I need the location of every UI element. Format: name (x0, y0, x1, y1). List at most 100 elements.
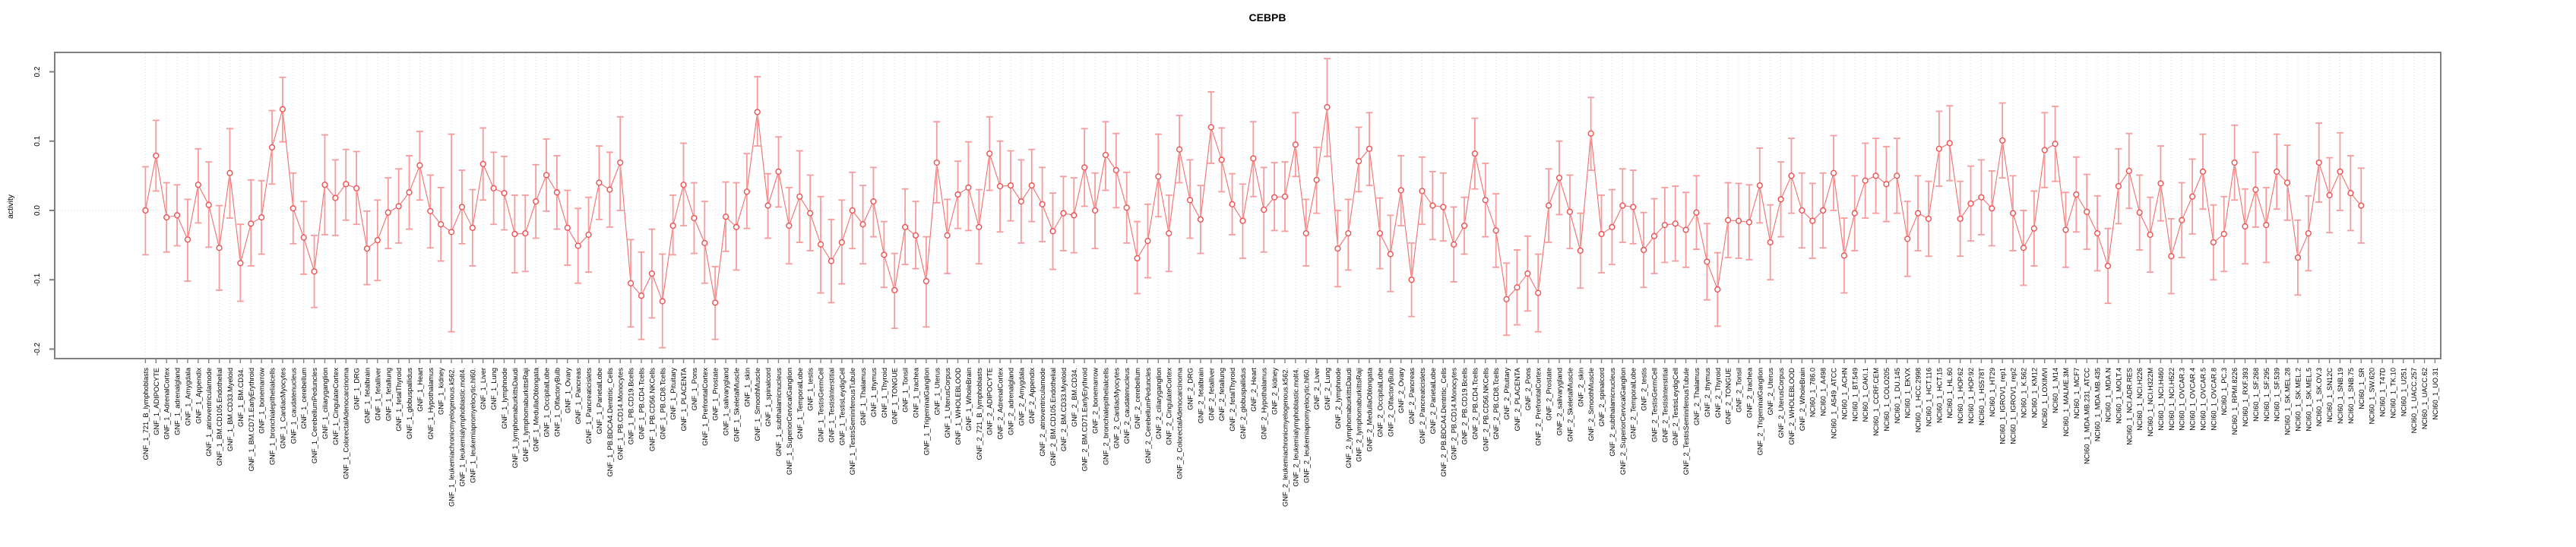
category-label: GNF_1_WholeBrain (965, 368, 973, 431)
data-point (1049, 228, 1056, 235)
data-point (1989, 205, 1995, 212)
axis-layer: 0.2 0.1 0.0 -0.1 -0.2 GNF_1_721_B_lymphoblast… (33, 66, 2439, 507)
data-point (385, 209, 391, 216)
category-label: GNF_1_TrigeminalGanglion (922, 368, 930, 455)
data-point (1555, 175, 1563, 182)
data-point (680, 182, 687, 188)
category-label: GNF_1_AdrenalCortex (163, 368, 171, 440)
y-tick-label: 0.0 (33, 205, 42, 216)
category-label: NCI60_1_HL.60 (1946, 368, 1954, 419)
series-segment (1126, 207, 1138, 259)
data-point (479, 160, 486, 167)
series-segment (1031, 185, 1043, 205)
series-segment (1252, 158, 1264, 210)
data-point (2358, 202, 2365, 209)
data-point (1894, 172, 1900, 179)
category-label: GNF_1_leukemialymphoblastic.molt4. (458, 368, 466, 487)
category-label: GNF_1_Amygdala (184, 367, 191, 425)
series-segment (2244, 189, 2256, 227)
data-point (944, 232, 951, 239)
data-point (2305, 230, 2312, 237)
data-point (743, 188, 750, 195)
series-segment (641, 273, 653, 296)
category-label: GNF_2_Thyroid (1714, 368, 1722, 418)
data-point (321, 182, 328, 188)
plot-frame-layer (54, 52, 2442, 359)
category-label: GNF_2_Appendix (1028, 368, 1036, 424)
data-point (2136, 209, 2143, 216)
category-label: GNF_2_fetalbrain (1197, 368, 1204, 423)
series-segment (187, 185, 199, 240)
series-segment (2308, 162, 2320, 234)
data-point (733, 223, 740, 231)
data-point (1356, 158, 1362, 165)
data-point (1334, 245, 1341, 252)
data-point (691, 214, 698, 222)
category-label: GNF_1_PB.CD19.Bcells (628, 368, 635, 445)
data-point (2274, 168, 2280, 175)
data-point (1134, 255, 1141, 262)
series-segment (1537, 205, 1549, 293)
series-segment (524, 201, 536, 234)
data-point (1492, 227, 1499, 234)
data-point (2115, 182, 2122, 190)
series-segment (809, 213, 821, 245)
category-label: GNF_1_CerebellumPeduncles (311, 368, 318, 463)
category-label: NCI60_1_PC.3 (2220, 368, 2228, 416)
data-point (268, 144, 276, 151)
category-label: NCI60_1_SF.295 (2263, 368, 2271, 422)
category-label: GNF_1_Pons (691, 368, 698, 411)
data-point (2062, 226, 2069, 233)
series-segment (2297, 232, 2309, 258)
category-label: GNF_1_OlfactoryBulb (553, 368, 561, 437)
category-label: GNF_2_Prostate (1546, 368, 1553, 421)
category-label: GNF_1_atrioventricularnode (205, 368, 213, 457)
data-point (406, 189, 413, 196)
category-label: GNF_2_kidney (1271, 368, 1279, 415)
data-point (754, 109, 761, 115)
category-label: NCI60_1_IGROV1_rep1 (1999, 368, 2007, 444)
data-point (1777, 196, 1784, 203)
series-segment (1189, 200, 1201, 220)
category-label: NCI60_1_KM12 (2030, 368, 2038, 418)
category-label: GNF_1_Pancreaticislets (585, 368, 593, 444)
category-label: NCI60_1_SF.268 (2252, 368, 2260, 422)
data-point (343, 181, 350, 188)
data-point (954, 191, 961, 198)
series-segment (1780, 175, 1792, 200)
category-label: NCI60_1_SF.539 (2274, 368, 2281, 422)
data-point (1682, 226, 1689, 233)
category-label: GNF_1_kidney (438, 368, 445, 415)
category-label: GNF_1_Thyroid (881, 368, 888, 418)
category-label: GNF_1_SuperiorCervicalGanglion (786, 368, 793, 475)
category-label: GNF_1_SkeletalMuscle (733, 368, 740, 442)
category-label: NCI60_1_A498 (1820, 368, 1828, 416)
series-segment (2086, 211, 2098, 234)
category-label: GNF_2_Uterus (1767, 368, 1774, 416)
data-point (1144, 238, 1151, 245)
category-label: GNF_1_PB.CD8.Tcells (659, 368, 666, 440)
series-segment (736, 191, 748, 228)
y-axis-label: activity (6, 194, 15, 219)
category-label: NCI60_1_OVCAR.8 (2210, 368, 2217, 431)
data-point (416, 162, 423, 169)
grid-layer (56, 54, 2439, 357)
category-label: GNF_1_adrenalgland (174, 368, 182, 435)
category-label: GNF_2_TemporalLobe (1630, 368, 1638, 439)
category-label: NCI60_1_SNB.19 (2337, 368, 2344, 424)
series-segment (1706, 261, 1718, 290)
series-segment (1822, 172, 1834, 211)
data-point (1060, 210, 1067, 217)
category-label: GNF_2_fetalThyroid (1229, 368, 1236, 432)
series-segment (472, 163, 484, 228)
series-segment (1390, 190, 1402, 255)
series-segment (1242, 158, 1254, 221)
category-label: GNF_2_Pancreas (1408, 368, 1416, 425)
series-segment (1548, 177, 1560, 206)
data-point (1640, 246, 1647, 254)
series-segment (2150, 183, 2161, 236)
series-segment (1369, 148, 1381, 234)
data-point (817, 241, 824, 248)
series-segment (2223, 162, 2236, 235)
series-segment (1442, 207, 1454, 245)
